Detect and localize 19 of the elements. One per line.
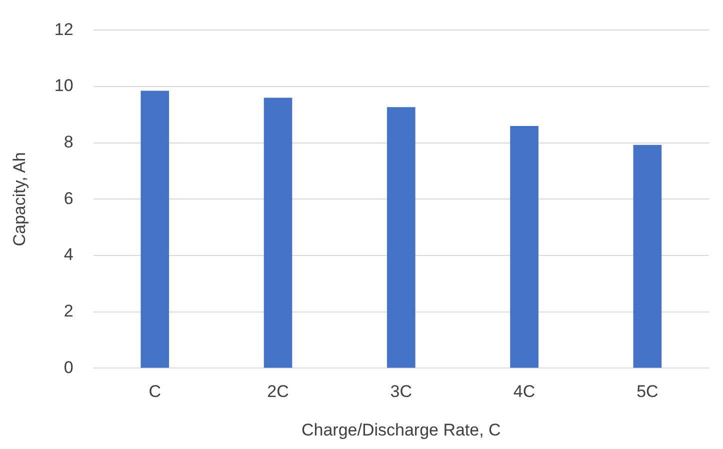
bar [264,98,292,368]
y-tick-label: 6 [64,188,74,208]
y-tick-label: 10 [54,76,74,96]
bar [633,144,662,368]
x-tick-label: 2C [267,382,289,402]
y-tick-label: 12 [54,20,74,39]
y-tick-label: 4 [64,245,74,264]
y-tick-label: 0 [64,358,74,377]
x-tick-label: 3C [390,382,412,402]
y-axis-title: Capacity, Ah [10,152,29,246]
bar [140,90,170,368]
x-axis-title: Charge/Discharge Rate, C [301,420,501,440]
x-tick-label: C [148,382,162,402]
y-tick-label: 8 [64,132,74,152]
y-tick-label: 2 [64,302,74,321]
bar [386,107,416,368]
bar [510,126,538,368]
x-tick-label: 5C [636,382,658,402]
x-tick-label: 4C [513,382,536,402]
